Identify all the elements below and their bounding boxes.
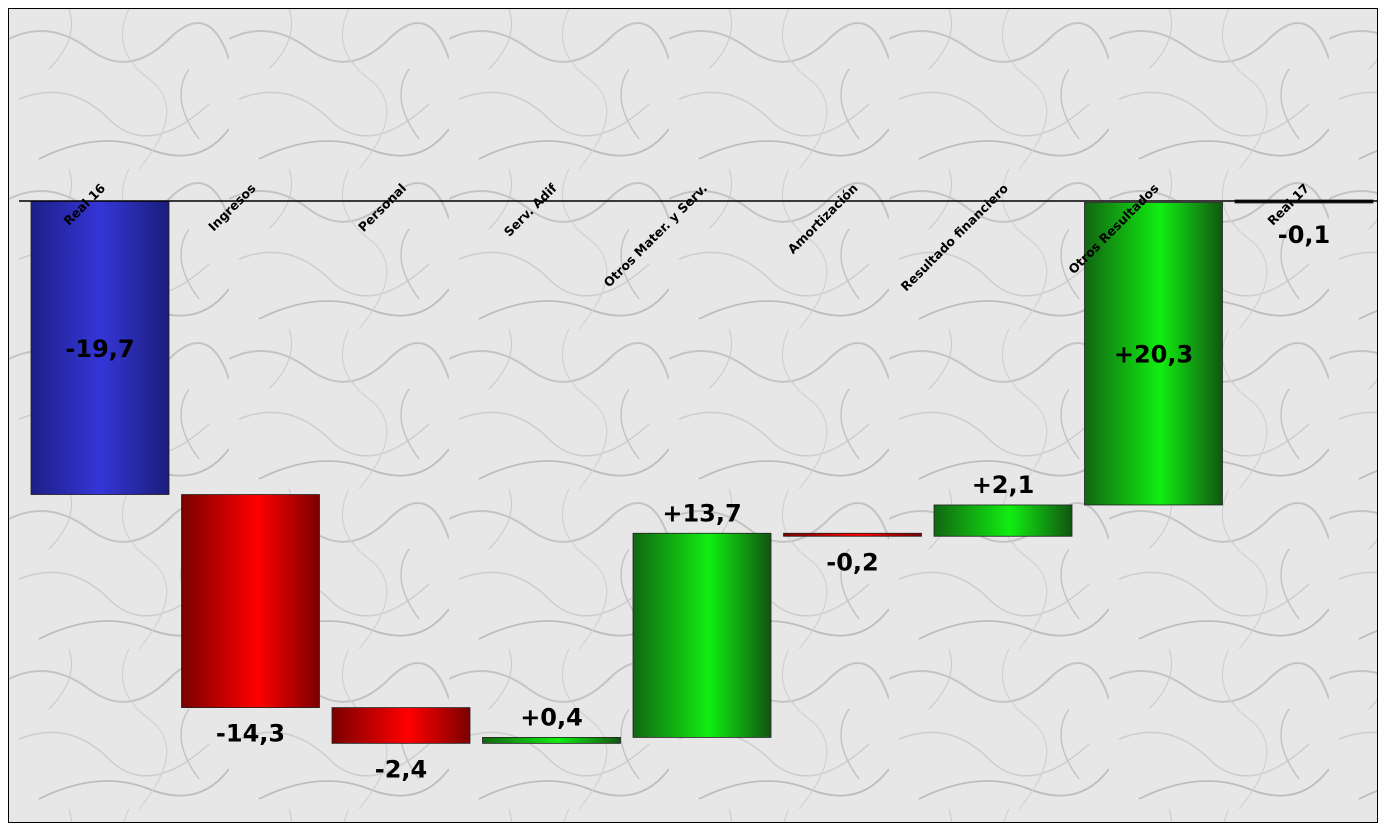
bar-7 <box>933 504 1073 537</box>
value-label: +2,1 <box>972 471 1035 499</box>
bar-3 <box>331 707 471 744</box>
bar-4 <box>482 737 621 744</box>
value-label: +13,7 <box>662 499 741 527</box>
waterfall-chart: Real 16-19,7Ingresos-14,3Personal-2,4Ser… <box>9 9 1377 822</box>
bar-1 <box>30 200 170 495</box>
bar-6 <box>783 532 922 537</box>
bars-layer <box>30 199 1374 744</box>
bar-5 <box>632 532 772 738</box>
value-label: -14,3 <box>216 720 285 748</box>
bar-8 <box>1084 202 1223 506</box>
value-label: +20,3 <box>1114 341 1193 369</box>
chart-frame: Real 16 -19,7 Ingresos -14,3 Personal -2,4 Ser… <box>8 8 1378 823</box>
value-label: -19,7 <box>65 335 134 363</box>
value-label: +0,4 <box>520 703 583 731</box>
bar-2 <box>181 494 320 709</box>
value-label: -0,2 <box>826 548 878 576</box>
value-label: -2,4 <box>375 755 427 783</box>
value-label: -0,1 <box>1278 221 1330 249</box>
